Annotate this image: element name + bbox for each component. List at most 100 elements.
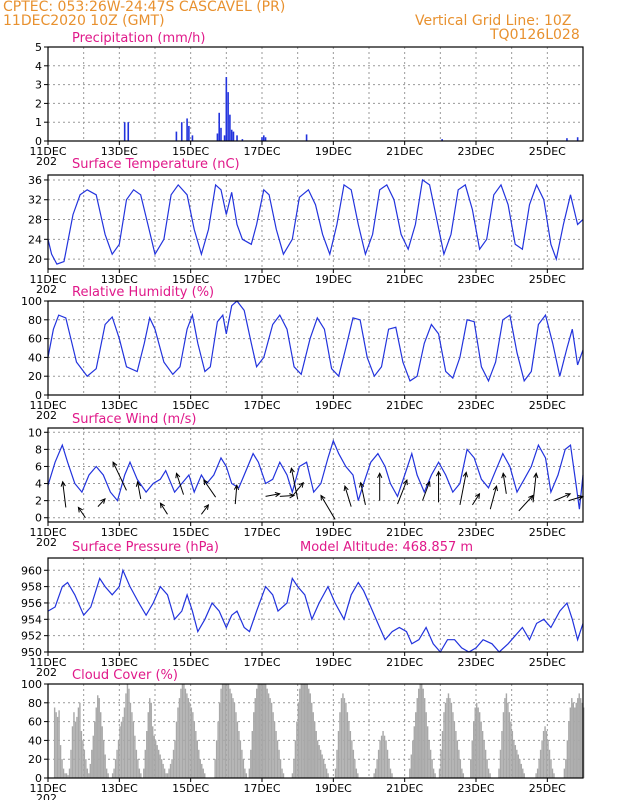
x-tick-label: 21DEC: [386, 526, 423, 539]
x-tick-label: 25DEC: [529, 656, 566, 669]
precip-bar: [262, 135, 265, 141]
cloud-bar: [281, 768, 283, 778]
cloud-bar: [119, 726, 121, 778]
cloud-bar: [244, 768, 246, 778]
cloud-bar: [474, 707, 476, 778]
wind-arrow-head: [528, 494, 534, 501]
wind-arrow-head: [343, 485, 349, 492]
cloud-bar: [166, 773, 169, 778]
cloud-bar: [264, 684, 267, 778]
precip-bar: [175, 131, 178, 141]
cloud-bar: [409, 768, 411, 778]
cloud-bar: [423, 698, 426, 778]
cloud-bar: [100, 712, 102, 778]
y-tick-label: 36: [28, 174, 42, 187]
cloud-bar: [88, 773, 90, 778]
x-year-label: 202: [36, 536, 57, 549]
run-time: 11DEC2020 10Z (GMT): [3, 13, 165, 29]
cloud-bar: [425, 712, 427, 778]
cloud-bar: [77, 707, 80, 778]
x-tick-label: 15DEC: [172, 145, 209, 158]
cloud-bar: [245, 773, 248, 778]
cloud-bar: [227, 684, 230, 778]
station-header: CPTEC: 053:26W-24:47S CASCAVEL (PR): [3, 0, 286, 15]
cloud-bar: [300, 684, 303, 778]
cloud-bar: [296, 721, 298, 778]
x-tick-label: 19DEC: [315, 145, 352, 158]
cloud-bar: [107, 773, 109, 778]
wind-arrow-head: [175, 472, 181, 479]
cloud-bar: [59, 745, 62, 778]
y-tick-label: 20: [28, 370, 42, 383]
cloud-bar: [131, 712, 133, 778]
cloud-bar: [160, 759, 163, 778]
cloud-bar: [542, 731, 545, 778]
cloud-bar: [305, 684, 307, 778]
precip-bar: [227, 92, 229, 141]
x-year-label: 202: [36, 792, 57, 800]
cloud-bar: [302, 684, 304, 778]
wind-arrow-head: [402, 479, 408, 486]
cloud-bar: [477, 707, 479, 778]
cloud-bar: [132, 721, 135, 778]
cloud-bar: [440, 749, 442, 778]
cloud-bar: [315, 731, 317, 778]
cloud-bar: [263, 684, 265, 778]
panel-title: Surface Temperature (nC): [72, 157, 240, 172]
precip-bar: [230, 129, 233, 141]
cloud-bar: [481, 731, 484, 778]
x-tick-label: 23DEC: [457, 656, 494, 669]
cloud-bar: [156, 745, 158, 778]
cloud-bar: [196, 740, 199, 778]
precip-bar: [191, 135, 194, 141]
cloud-bar: [357, 773, 359, 778]
cloud-bar: [91, 749, 93, 778]
y-tick-label: 956: [21, 597, 42, 610]
cloud-bar: [183, 684, 185, 778]
cloud-bar: [447, 693, 450, 778]
cloud-bar: [269, 698, 271, 778]
x-tick-label: 13DEC: [101, 145, 138, 158]
cloud-bar: [221, 684, 224, 778]
cloud-bar: [452, 712, 454, 778]
cloud-bar: [510, 721, 512, 778]
x-tick-label: 21DEC: [386, 399, 423, 412]
cloud-bar: [273, 721, 276, 778]
cloud-bar: [117, 740, 120, 778]
cloud-bar: [92, 735, 94, 778]
cloud-bar: [128, 688, 130, 778]
cloud-bar: [581, 702, 583, 778]
cloud-bar: [293, 759, 295, 778]
y-tick-label: 958: [21, 581, 42, 594]
cloud-bar: [446, 698, 448, 778]
cloud-bar: [97, 695, 99, 778]
cloud-bar: [239, 740, 242, 778]
cloud-bar: [480, 721, 482, 778]
cloud-bar: [553, 773, 555, 778]
panel-5: [44, 683, 585, 782]
x-tick-label: 19DEC: [315, 656, 352, 669]
cloud-bar: [242, 759, 245, 778]
cloud-bar: [143, 768, 145, 778]
y-tick-label: 100: [21, 678, 42, 691]
cloud-bar: [520, 763, 522, 778]
cloud-bar: [135, 749, 138, 778]
wind-arrow-head: [565, 493, 572, 498]
cloud-bar: [461, 768, 463, 778]
cloud-bar: [426, 726, 429, 778]
cloud-bar: [226, 684, 228, 778]
cloud-bar: [198, 749, 200, 778]
panel-title: Precipitation (mm/h): [72, 31, 205, 46]
cloud-bar: [538, 759, 540, 778]
x-tick-label: 11DEC: [29, 145, 66, 158]
panel-frame: [47, 683, 584, 779]
x-tick-label: 17DEC: [243, 526, 280, 539]
panel-frame: [47, 174, 584, 270]
cloud-bar: [571, 698, 573, 778]
cloud-bar: [324, 763, 326, 778]
cloud-bar: [230, 693, 233, 778]
cloud-bar: [391, 773, 393, 778]
cloud-bar: [116, 749, 118, 778]
cloud-bar: [308, 688, 310, 778]
y-tick-label: 954: [21, 613, 42, 626]
